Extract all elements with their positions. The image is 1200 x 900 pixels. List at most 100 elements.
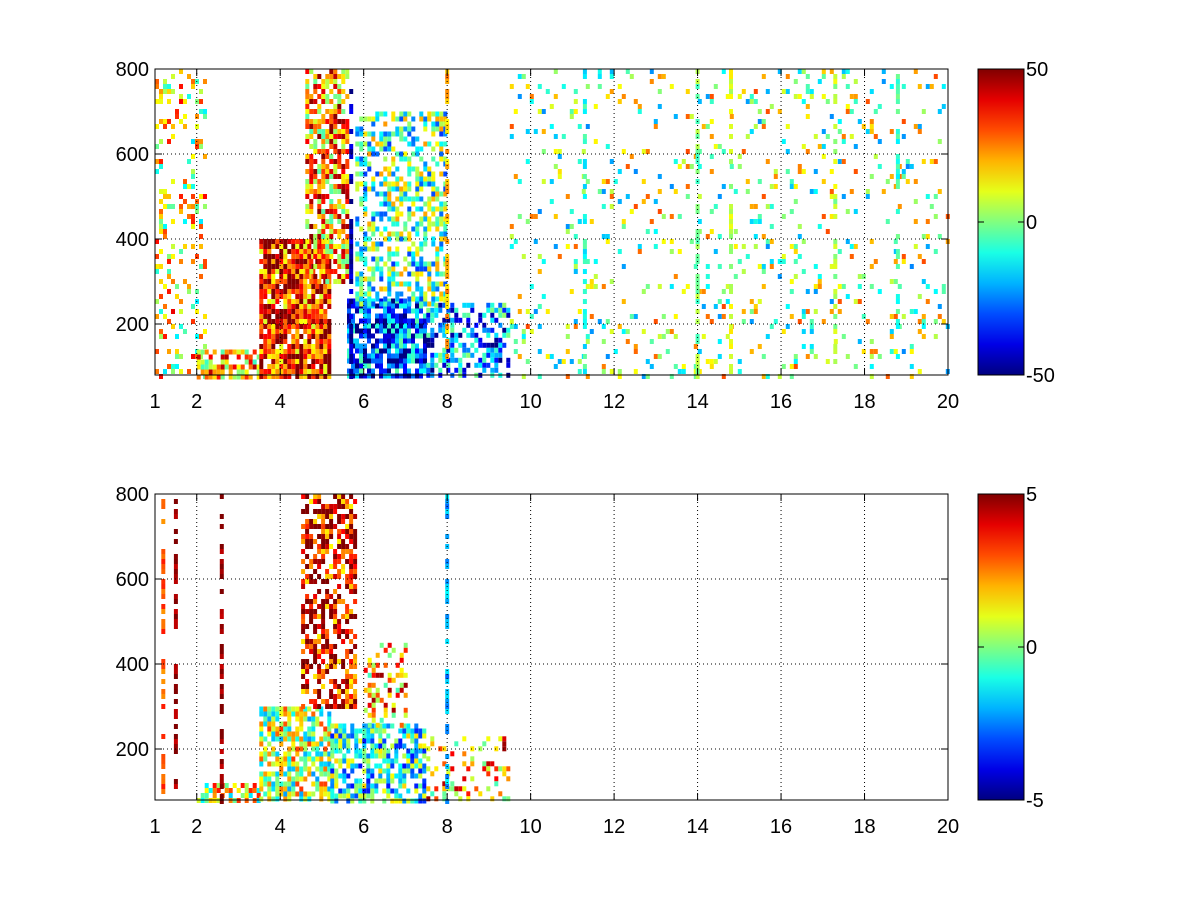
heatmap-cell (275, 716, 280, 722)
heatmap-cell (685, 114, 690, 119)
heatmap-cell (801, 144, 806, 149)
heatmap-cell (490, 347, 495, 353)
heatmap-cell (383, 647, 388, 653)
heatmap-cell (430, 741, 435, 747)
heatmap-cell (486, 761, 491, 767)
heatmap-cell (305, 94, 310, 99)
heatmap-cell (399, 652, 404, 658)
heatmap-cell (387, 276, 392, 282)
heatmap-cell (263, 791, 268, 797)
heatmap-cell (917, 124, 922, 129)
heatmap-cell (191, 79, 195, 84)
heatmap-cell (275, 706, 280, 712)
heatmap-cell (171, 324, 175, 329)
heatmap-cell (333, 214, 338, 219)
heatmap-cell (279, 314, 284, 319)
heatmap-cell (466, 352, 471, 358)
heatmap-cell (419, 318, 423, 324)
heatmap-cell (439, 236, 444, 242)
heatmap-cell (275, 354, 280, 359)
heatmap-cell (729, 234, 733, 239)
heatmap-cell (673, 189, 678, 194)
heatmap-cell (525, 324, 530, 329)
heatmap-cell (809, 94, 814, 99)
heatmap-cell (195, 289, 199, 294)
heatmap-cell (399, 111, 404, 117)
heatmap-cell (617, 84, 622, 89)
heatmap-cell (263, 279, 268, 284)
heatmap-cell (345, 174, 350, 179)
heatmap-cell (383, 131, 388, 137)
heatmap-cell (199, 234, 203, 239)
heatmap-cell (329, 594, 334, 599)
heatmap-cell (609, 189, 614, 194)
heatmap-cell (371, 368, 375, 374)
heatmap-cell (349, 524, 354, 529)
heatmap-cell (341, 69, 346, 74)
heatmap-cell (338, 728, 343, 734)
heatmap-cell (582, 299, 587, 304)
heatmap-cell (329, 239, 334, 244)
heatmap-cell (889, 314, 894, 319)
heatmap-cell (358, 793, 363, 799)
heatmap-cell (841, 194, 846, 199)
heatmap-cell (333, 564, 338, 569)
heatmap-cell (582, 319, 587, 324)
heatmap-cell (309, 94, 314, 99)
heatmap-cell (817, 279, 822, 284)
heatmap-cell (291, 344, 296, 349)
heatmap-cell (454, 317, 459, 323)
heatmap-cell (423, 216, 428, 222)
heatmap-cell (311, 329, 316, 334)
heatmap-cell (295, 274, 300, 279)
heatmap-cell (355, 216, 360, 222)
heatmap-cell (419, 308, 423, 314)
heatmap-cell (259, 786, 264, 792)
heatmap-cell (443, 206, 448, 212)
heatmap-cell (435, 246, 440, 252)
heatmap-cell (921, 159, 926, 164)
heatmap-cell (407, 281, 412, 287)
heatmap-cell (323, 761, 328, 767)
heatmap-cell (303, 761, 308, 767)
heatmap-cell (299, 294, 304, 299)
heatmap-cell (163, 89, 167, 94)
heatmap-cell (179, 94, 183, 99)
heatmap-cell (173, 689, 178, 694)
heatmap-cell (307, 304, 312, 309)
heatmap-cell (325, 504, 330, 509)
heatmap-cell (325, 269, 330, 274)
heatmap-cell (709, 169, 714, 174)
heatmap-cell (729, 89, 733, 94)
heatmap-cell (438, 367, 443, 373)
heatmap-cell (399, 682, 404, 688)
heatmap-cell (917, 129, 922, 134)
heatmap-cell (415, 176, 420, 182)
heatmap-cell (309, 269, 314, 274)
heatmap-cell (695, 309, 700, 314)
heatmap-cell (325, 264, 330, 269)
heatmap-cell (321, 529, 326, 534)
heatmap-cell (442, 352, 447, 358)
heatmap-cell (407, 121, 412, 127)
heatmap-cell (349, 234, 354, 239)
heatmap-cell (517, 179, 522, 184)
heatmap-cell (462, 367, 467, 373)
heatmap-cell (179, 354, 183, 359)
heatmap-cell (299, 259, 304, 264)
heatmap-cell (287, 364, 292, 369)
heatmap-cell (833, 324, 838, 329)
heatmap-cell (345, 549, 350, 554)
heatmap-cell (426, 332, 431, 338)
heatmap-cell (321, 629, 326, 634)
heatmap-cell (403, 373, 407, 379)
heatmap-cell (833, 194, 838, 199)
heatmap-cell (347, 298, 351, 304)
heatmap-cell (337, 594, 342, 599)
heatmap-cell (329, 544, 334, 549)
heatmap-cell (291, 274, 296, 279)
heatmap-cell (305, 104, 310, 109)
heatmap-cell (387, 348, 391, 354)
heatmap-cell (502, 771, 507, 777)
